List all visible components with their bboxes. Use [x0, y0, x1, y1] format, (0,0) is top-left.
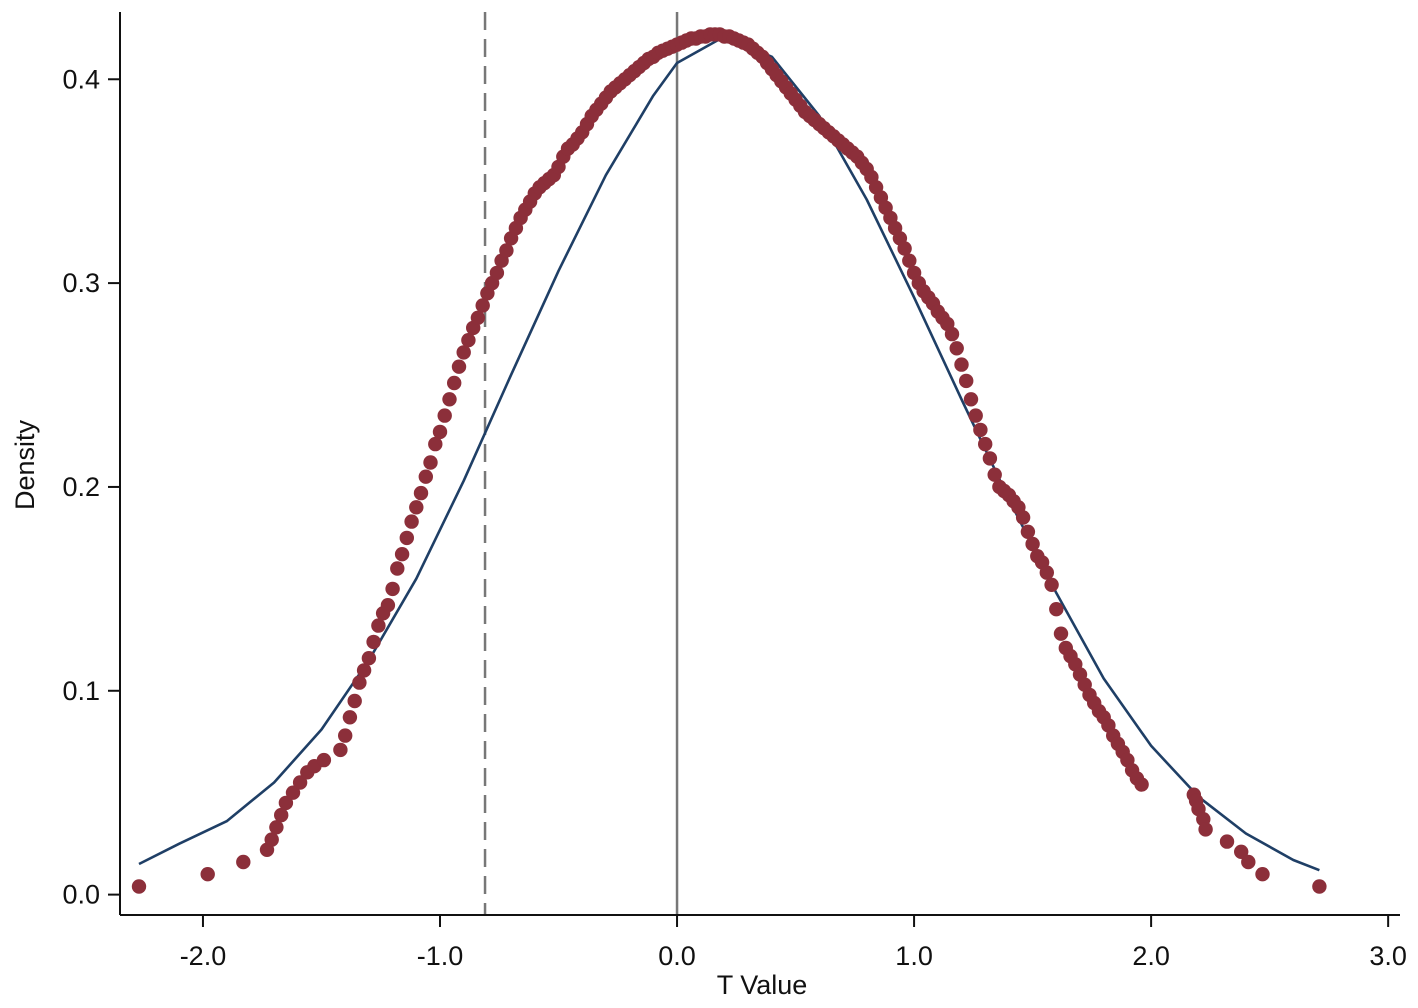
y-tick-label: 0.2	[62, 472, 100, 502]
density-point	[987, 467, 1002, 482]
density-point	[470, 310, 486, 325]
density-point	[385, 581, 400, 597]
density-point	[399, 530, 414, 546]
density-point	[456, 345, 471, 360]
density-point	[1053, 626, 1069, 641]
density-point	[1039, 565, 1055, 580]
density-point	[347, 693, 362, 709]
x-axis-title: T Value	[717, 970, 808, 1000]
density-point	[200, 867, 215, 882]
density-point	[475, 298, 490, 313]
density-point	[442, 392, 457, 407]
density-point	[982, 451, 998, 466]
density-point	[1255, 867, 1270, 882]
y-tick-label: 0.3	[62, 268, 100, 298]
density-point	[1134, 777, 1149, 792]
density-point	[264, 832, 279, 847]
density-point	[1044, 577, 1059, 592]
density-point	[1234, 844, 1249, 859]
x-tick-label: 0.0	[658, 941, 696, 971]
density-point	[437, 408, 452, 423]
density-point	[447, 375, 462, 391]
density-point	[413, 485, 429, 501]
density-point	[236, 854, 251, 870]
x-tick-label: -1.0	[417, 941, 464, 971]
density-point	[499, 243, 514, 258]
density-point	[285, 785, 301, 800]
density-point	[1025, 536, 1040, 552]
density-point	[316, 752, 332, 768]
density-point	[1020, 524, 1036, 539]
density-point	[131, 879, 147, 894]
density-point	[333, 742, 348, 758]
density-point	[418, 469, 433, 484]
kernel-density-points	[131, 27, 1327, 894]
density-point	[1241, 854, 1256, 870]
density-point	[949, 341, 964, 356]
density-point	[1312, 879, 1327, 894]
density-point	[278, 795, 294, 811]
density-point	[390, 561, 405, 576]
density-point	[394, 547, 410, 562]
density-point	[380, 598, 396, 613]
density-point	[461, 333, 476, 348]
density-point	[963, 392, 979, 407]
reference-lines	[483, 12, 679, 915]
density-point	[352, 675, 367, 690]
y-axis-title: Density	[10, 419, 40, 510]
density-point	[409, 500, 424, 515]
density-point	[371, 618, 386, 633]
density-point	[973, 422, 988, 438]
density-point	[356, 663, 372, 678]
density-point	[292, 775, 308, 790]
density-point	[959, 373, 974, 389]
density-point	[1198, 822, 1213, 837]
plot-series	[131, 27, 1327, 894]
density-point	[274, 807, 289, 823]
density-point	[978, 436, 993, 452]
density-point	[1219, 834, 1235, 849]
density-point	[342, 710, 358, 725]
density-point	[1049, 602, 1064, 617]
density-point	[902, 253, 917, 268]
axes: -2.0 -1.0 0.0 1.0 2.0 3.0 0.0 0.1 0.2 0.3 0.4	[62, 12, 1407, 971]
density-point	[423, 455, 438, 470]
density-point	[897, 241, 912, 256]
density-point	[338, 728, 353, 743]
density-point	[489, 265, 505, 281]
density-point	[361, 651, 377, 666]
x-tick-label: 1.0	[895, 941, 933, 971]
x-tick-label: 2.0	[1132, 941, 1170, 971]
x-tick-label: 3.0	[1369, 941, 1407, 971]
density-point	[451, 359, 467, 374]
density-point	[954, 357, 969, 372]
y-tick-label: 0.4	[62, 64, 100, 94]
density-point	[428, 436, 443, 452]
density-point	[366, 634, 381, 650]
density-point	[968, 408, 983, 423]
density-point	[269, 820, 284, 835]
density-point	[404, 514, 419, 529]
density-point	[1015, 510, 1031, 525]
x-tick-label: -2.0	[180, 941, 227, 971]
density-point	[944, 326, 960, 342]
y-tick-label: 0.1	[62, 676, 100, 706]
density-point	[432, 424, 448, 440]
y-tick-label: 0.0	[62, 880, 100, 910]
